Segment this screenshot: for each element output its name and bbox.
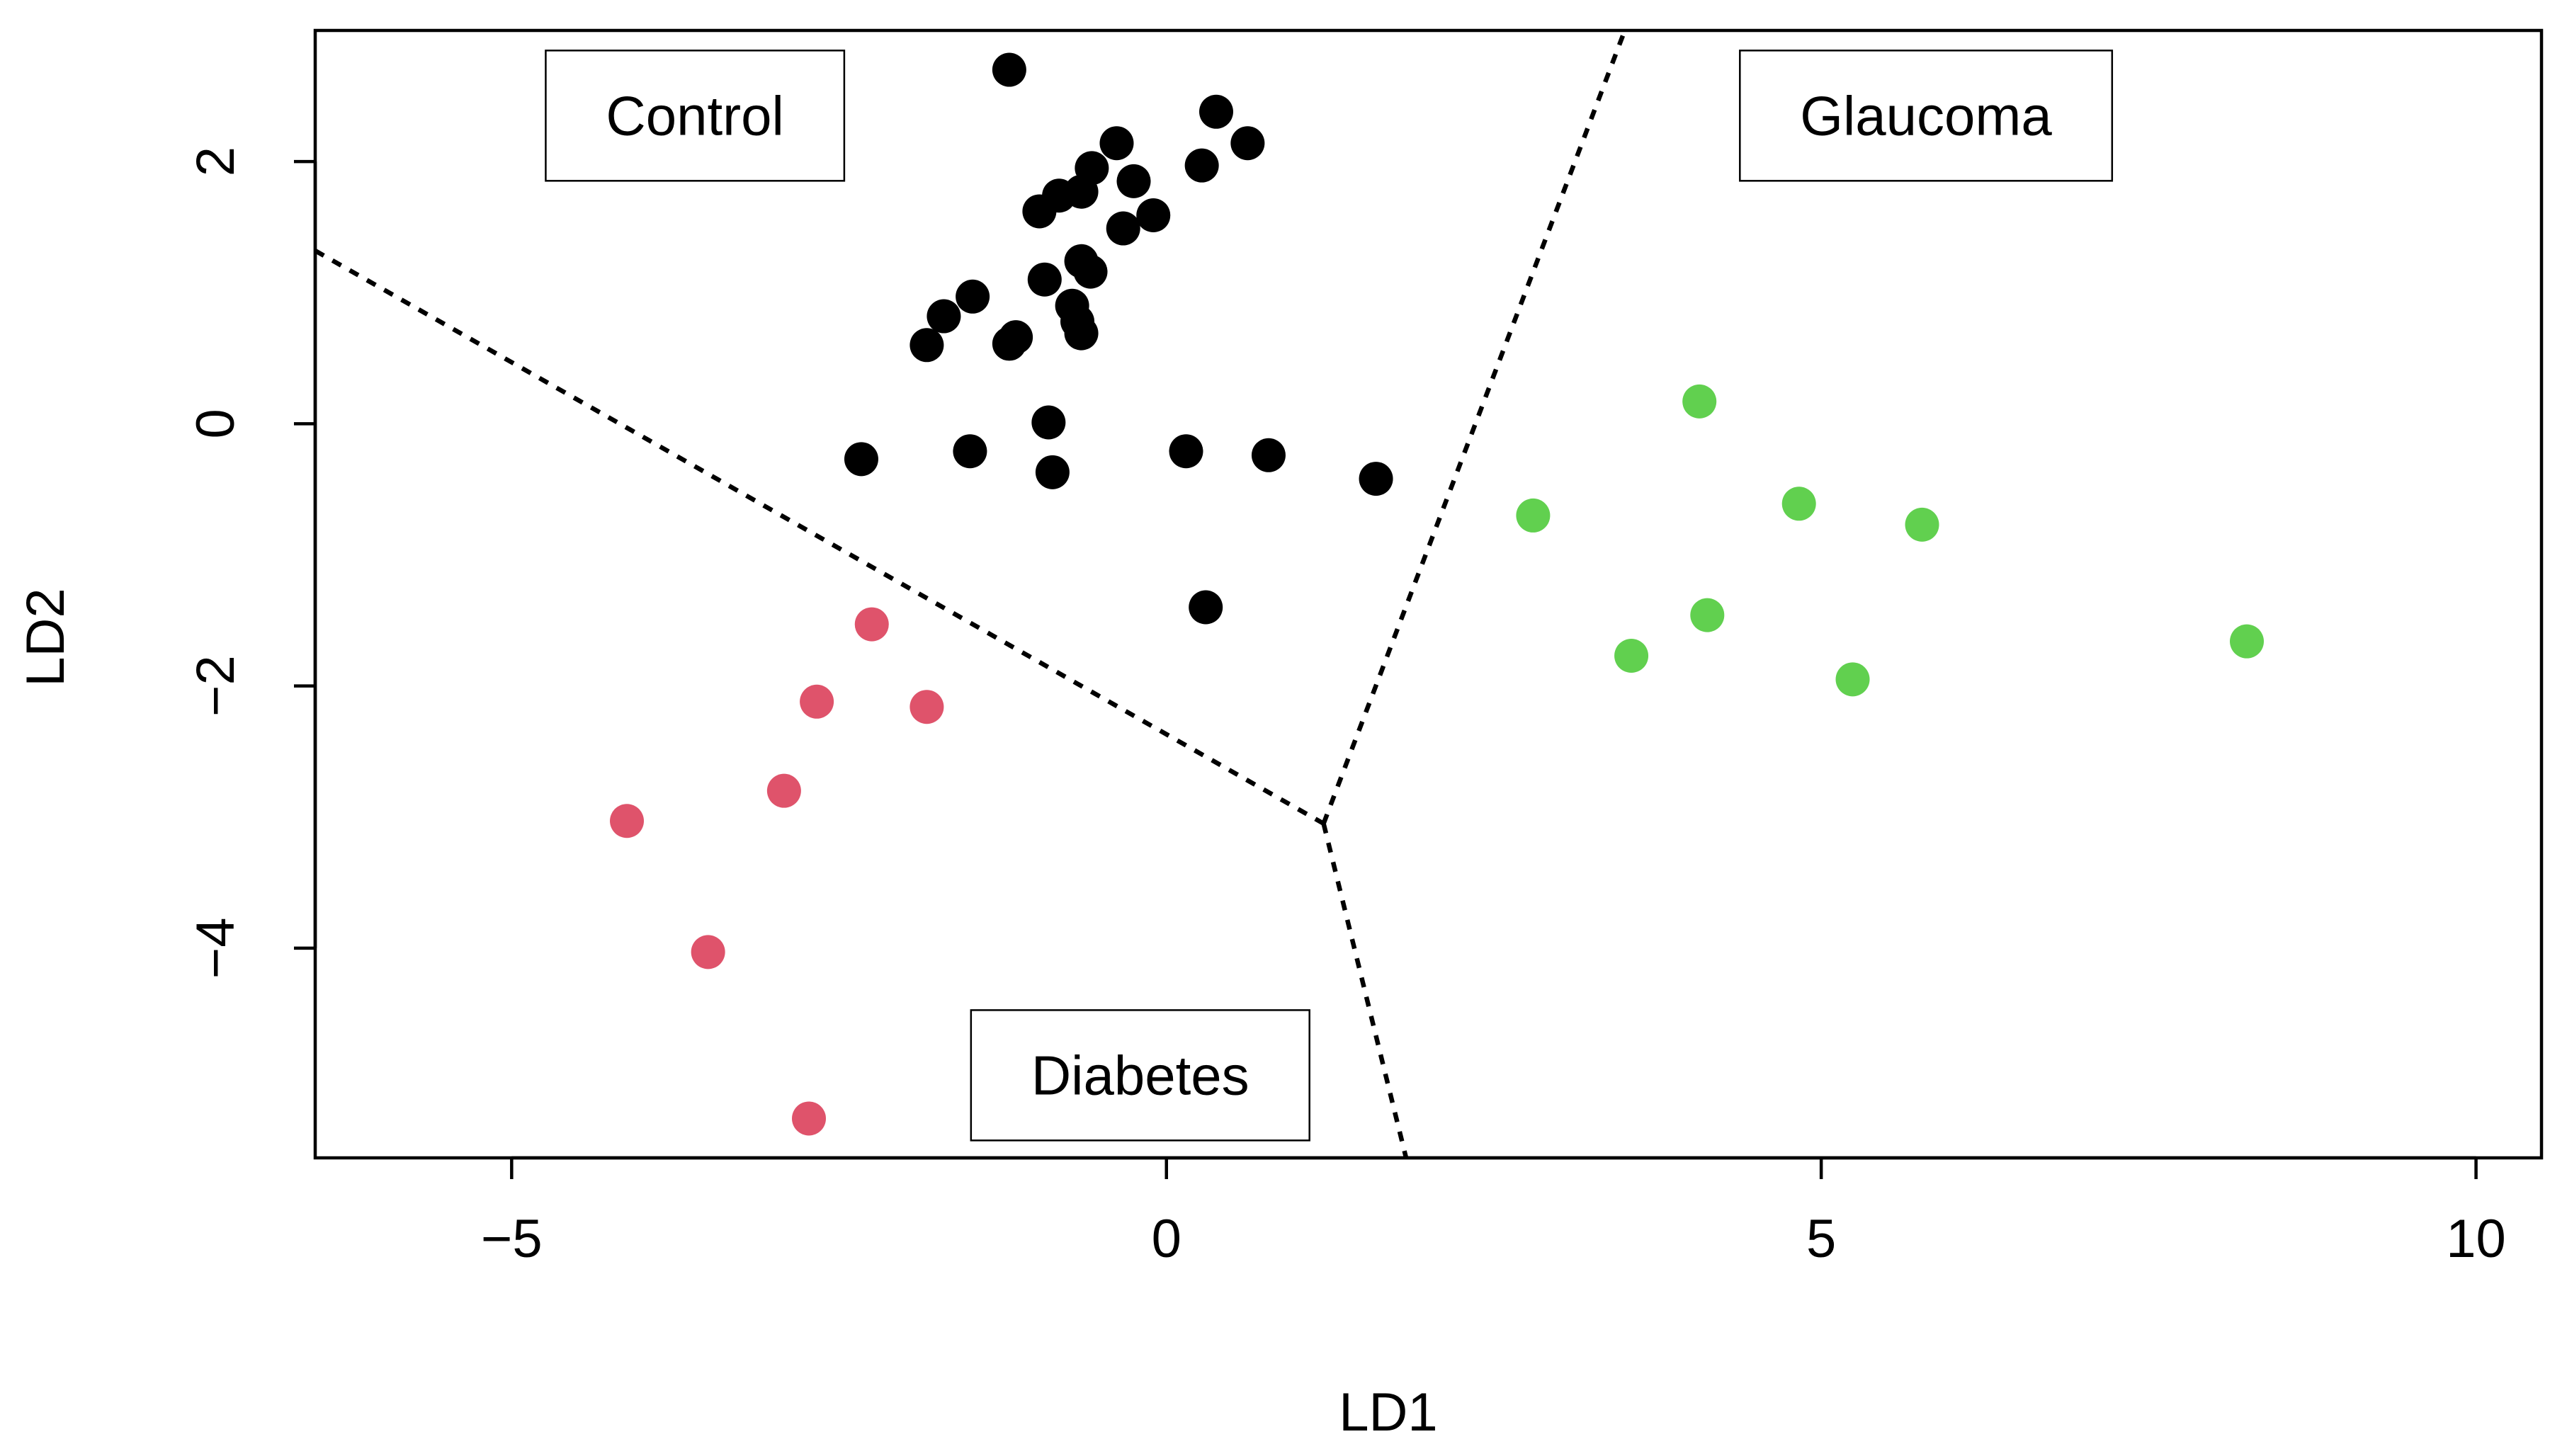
control-point xyxy=(1359,462,1393,496)
region-label-control: Control xyxy=(545,50,846,182)
x-axis-title: LD1 xyxy=(1339,1382,1437,1443)
control-point xyxy=(1230,126,1265,161)
x-axis: −5 0 5 10 xyxy=(481,1156,2506,1269)
glaucoma-point xyxy=(1781,487,1816,521)
control-point xyxy=(1116,164,1151,198)
control-point xyxy=(1027,262,1062,297)
series-control xyxy=(844,52,1393,625)
x-tick-label: 0 xyxy=(1152,1209,1182,1269)
glaucoma-point xyxy=(1835,662,1870,697)
glaucoma-point xyxy=(1682,384,1717,419)
control-point xyxy=(926,299,961,334)
series-diabetes xyxy=(610,607,944,1136)
y-tick-label: 2 xyxy=(186,147,246,176)
control-point xyxy=(1169,434,1203,469)
control-point xyxy=(1064,316,1099,351)
control-point xyxy=(1189,590,1223,625)
control-point xyxy=(1031,405,1066,440)
control-point xyxy=(1035,455,1070,489)
diabetes-point xyxy=(910,690,944,724)
control-point xyxy=(1251,438,1286,472)
region-label-box xyxy=(970,1009,1310,1142)
control-point xyxy=(1198,94,1233,129)
region-label-box xyxy=(1739,50,2114,182)
region-label-text: Diabetes xyxy=(1031,1044,1250,1106)
diabetes-point xyxy=(610,804,645,838)
glaucoma-point xyxy=(1516,498,1551,533)
boundary-diabetes-glaucoma xyxy=(1321,823,1409,1158)
decision-boundaries xyxy=(315,30,1627,1158)
y-tick-label: −2 xyxy=(186,655,246,717)
control-point xyxy=(1136,198,1171,233)
y-axis: −4 −2 0 2 xyxy=(186,147,317,979)
y-tick-label: 0 xyxy=(186,409,246,438)
region-label-text: Control xyxy=(606,84,783,147)
control-point xyxy=(910,328,944,363)
glaucoma-point xyxy=(1905,507,1939,542)
region-label-text: Glaucoma xyxy=(1800,84,2052,147)
data-points xyxy=(610,52,2265,1136)
x-tick-label: 5 xyxy=(1806,1209,1836,1269)
x-tick-label: −5 xyxy=(481,1209,543,1269)
control-point xyxy=(1022,194,1057,229)
class-region-labels: Control Glaucoma Diabetes xyxy=(545,50,2114,1142)
control-point xyxy=(956,279,990,314)
control-point xyxy=(953,434,987,469)
diabetes-point xyxy=(800,684,834,719)
control-point xyxy=(992,326,1026,361)
control-point xyxy=(1106,211,1140,246)
control-point xyxy=(992,52,1026,87)
plot-frame xyxy=(313,28,2544,1160)
region-label-box xyxy=(545,50,846,182)
y-tick-label: −4 xyxy=(186,917,246,979)
control-point xyxy=(1073,254,1108,289)
boundary-control-glaucoma xyxy=(1321,30,1627,825)
series-glaucoma xyxy=(1516,384,2265,697)
control-point xyxy=(1099,126,1134,161)
control-point xyxy=(844,442,878,477)
diabetes-point xyxy=(792,1101,827,1136)
x-tick-label: 10 xyxy=(2446,1209,2506,1269)
diabetes-point xyxy=(854,607,889,642)
y-axis-title: LD2 xyxy=(16,588,76,686)
region-label-glaucoma: Glaucoma xyxy=(1739,50,2114,182)
diabetes-point xyxy=(691,935,725,969)
glaucoma-point xyxy=(1614,639,1649,673)
diabetes-point xyxy=(766,773,801,808)
glaucoma-point xyxy=(2230,624,2265,659)
control-point xyxy=(1184,148,1219,183)
boundary-control-diabetes xyxy=(315,249,1325,826)
region-label-diabetes: Diabetes xyxy=(970,1009,1310,1142)
glaucoma-point xyxy=(1690,598,1725,632)
